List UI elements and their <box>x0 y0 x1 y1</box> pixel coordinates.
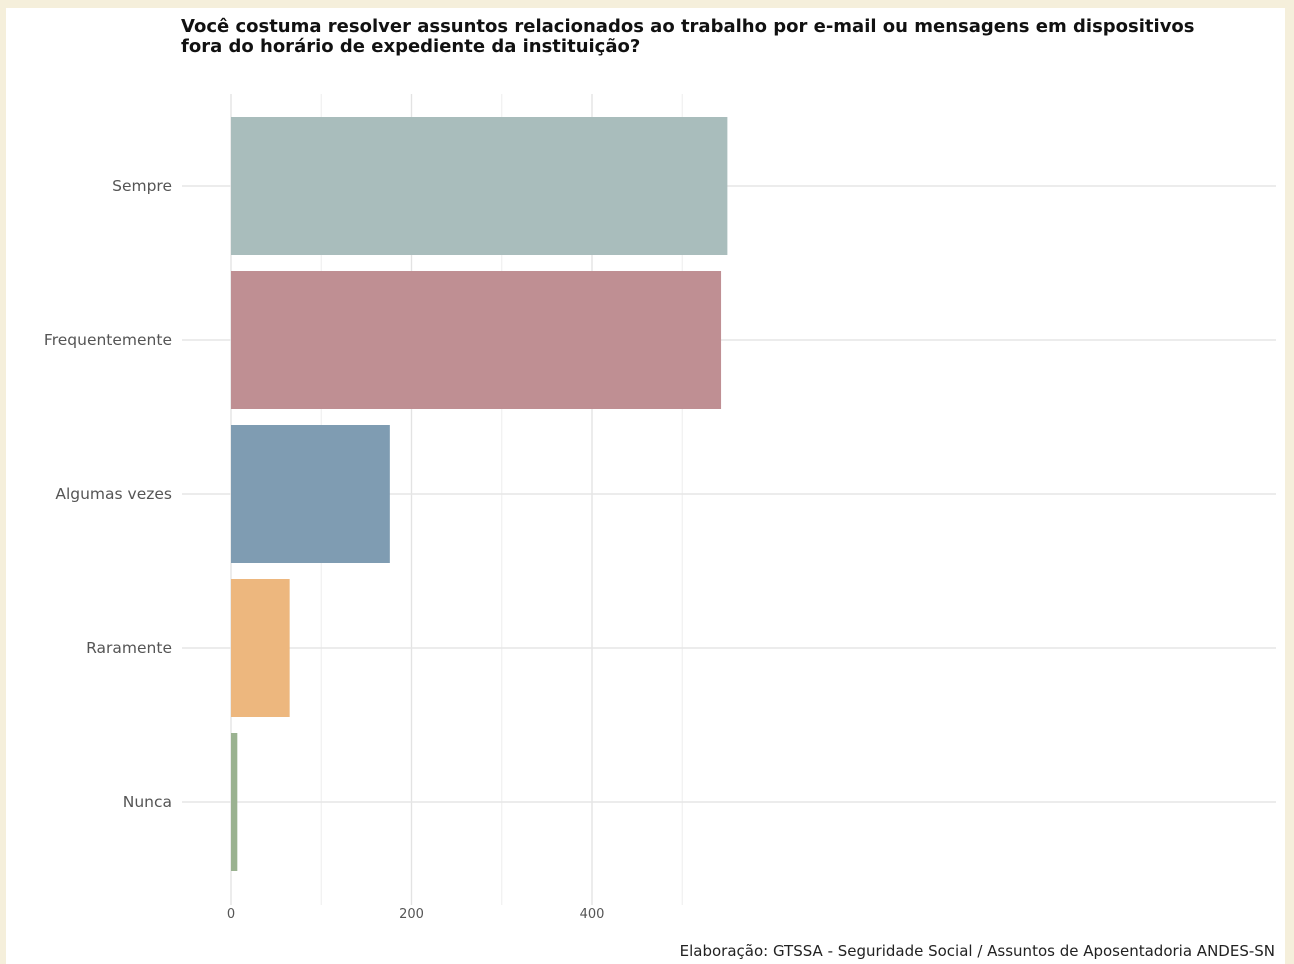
bar <box>231 271 722 409</box>
chart-caption: Elaboração: GTSSA - Seguridade Social / … <box>679 942 1275 960</box>
bar <box>231 733 238 871</box>
bar <box>231 579 290 717</box>
chart-title: Você costuma resolver assuntos relaciona… <box>181 17 1195 57</box>
chart-panel: Você costuma resolver assuntos relaciona… <box>6 8 1285 964</box>
bar <box>231 425 390 563</box>
x-tick-label: 0 <box>227 907 235 922</box>
y-tick-label: Nunca <box>123 793 172 811</box>
x-tick-label: 400 <box>580 907 605 922</box>
y-tick-label: Algumas vezes <box>55 485 172 503</box>
y-tick-label: Sempre <box>112 177 172 195</box>
y-tick-label: Raramente <box>86 639 172 657</box>
x-tick-label: 200 <box>399 907 424 922</box>
bar <box>231 117 728 255</box>
y-tick-label: Frequentemente <box>44 331 172 349</box>
bar-chart: Sempre Frequentemente Algumas vezes Raramen… <box>44 94 1276 922</box>
